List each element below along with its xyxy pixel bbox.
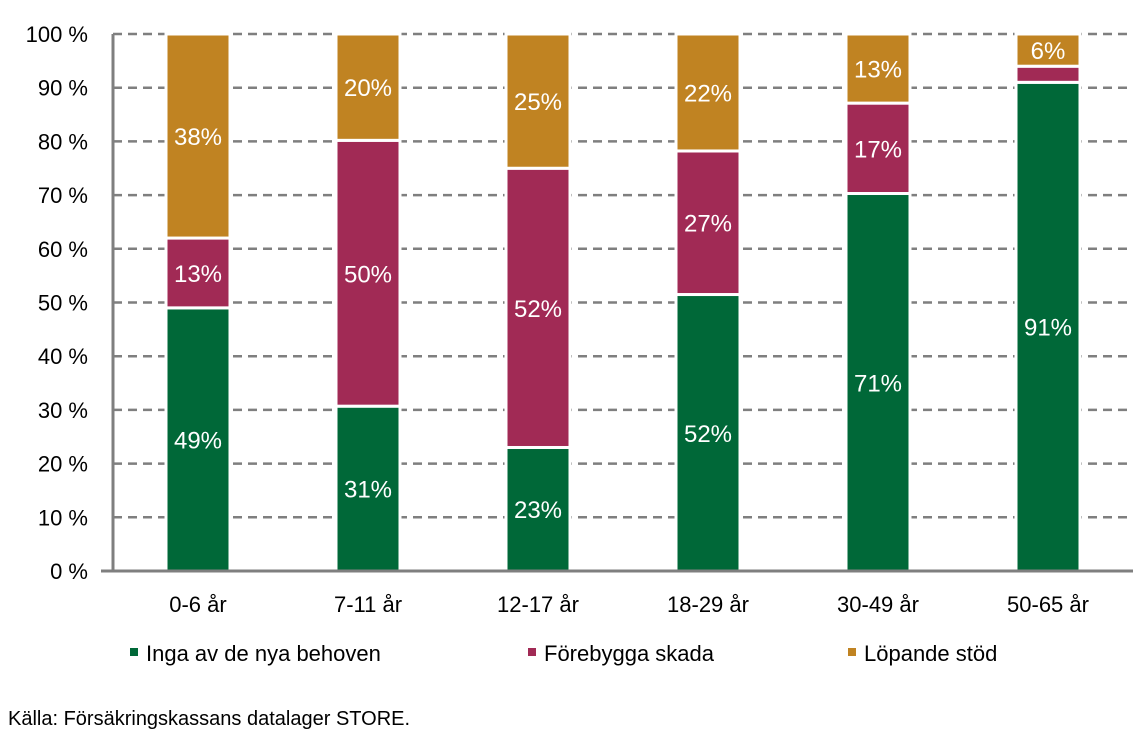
- y-tick-label: 10 %: [38, 505, 88, 530]
- bar-segment: [504, 166, 572, 449]
- axes: [101, 34, 1133, 573]
- data-label: 17%: [854, 136, 902, 163]
- data-label: 71%: [854, 370, 902, 397]
- data-label: 91%: [1024, 315, 1072, 342]
- x-tick-label: 18-29 år: [667, 592, 749, 617]
- x-tick-label: 7-11 år: [334, 592, 402, 617]
- bars: 49% 13% 38% 31% 50% 20% 23% 52% 25% 52% 27% 22% 71% 1…: [164, 32, 1082, 573]
- legend-item: Löpande stöd: [848, 641, 997, 666]
- y-tick-label: 50 %: [38, 291, 88, 316]
- bar-stack: 91% 6%: [1014, 32, 1082, 573]
- bar-segment: [844, 101, 912, 196]
- data-label: 13%: [174, 261, 222, 288]
- bar-segment: [334, 138, 402, 408]
- gridlines: [113, 32, 1133, 519]
- bar-stack: 52% 27% 22%: [674, 32, 742, 573]
- data-label: 23%: [514, 497, 562, 524]
- bar-stack: 31% 50% 20%: [334, 32, 402, 573]
- legend-label: Förebygga skada: [544, 641, 715, 666]
- y-tick-label: 20 %: [38, 452, 88, 477]
- legend-item: Förebygga skada: [528, 641, 715, 666]
- data-label: 52%: [514, 296, 562, 323]
- y-tick-label: 30 %: [38, 398, 88, 423]
- data-label: 22%: [684, 80, 732, 107]
- y-tick-label: 60 %: [38, 237, 88, 262]
- legend-label: Inga av de nya behoven: [146, 641, 381, 666]
- bar-stack: 23% 52% 25%: [504, 32, 572, 573]
- bar-segment: [1014, 32, 1082, 68]
- bar-stack: 49% 13% 38%: [164, 32, 232, 573]
- bar-segment: [334, 32, 402, 142]
- x-tick-label: 0-6 år: [169, 592, 226, 617]
- y-tick-label: 90 %: [38, 76, 88, 101]
- y-axis-ticks: 0 % 10 % 20 % 30 % 40 % 50 % 60 % 70 % 80 % 90 % 1…: [26, 22, 88, 584]
- y-tick-label: 80 %: [38, 129, 88, 154]
- legend-swatch: [528, 648, 536, 656]
- x-tick-label: 30-49 år: [837, 592, 919, 617]
- x-axis-ticks: 0-6 år 7-11 år 12-17 år 18-29 år 30-49 år 50-…: [169, 592, 1089, 617]
- bar-segment: [164, 306, 232, 573]
- data-label: 13%: [854, 57, 902, 84]
- x-tick-label: 12-17 år: [497, 592, 579, 617]
- bar-stack: 71% 17% 13%: [844, 32, 912, 573]
- data-label: 49%: [174, 427, 222, 454]
- data-label: 50%: [344, 261, 392, 288]
- bar-segment: [334, 404, 402, 573]
- data-label: 27%: [684, 211, 732, 238]
- bar-segment: [504, 445, 572, 573]
- legend-swatch: [130, 648, 138, 656]
- legend-label: Löpande stöd: [864, 641, 997, 666]
- data-label: 52%: [684, 421, 732, 448]
- data-label: 31%: [344, 477, 392, 504]
- bar-segment: [164, 32, 232, 240]
- y-tick-label: 40 %: [38, 344, 88, 369]
- bar-segment: [844, 192, 912, 573]
- legend: Inga av de nya behoven Förebygga skada Löp…: [130, 641, 997, 666]
- x-tick-label: 50-65 år: [1007, 592, 1089, 617]
- y-tick-label: 70 %: [38, 183, 88, 208]
- data-label: 25%: [514, 89, 562, 116]
- data-label: 20%: [344, 75, 392, 102]
- legend-swatch: [848, 648, 856, 656]
- bar-segment: [1014, 80, 1082, 573]
- data-label: 6%: [1031, 38, 1066, 65]
- bar-segment: [674, 149, 742, 297]
- bar-segment: [844, 32, 912, 105]
- y-tick-label: 100 %: [26, 22, 88, 47]
- legend-item: Inga av de nya behoven: [130, 641, 381, 666]
- data-label: 38%: [174, 124, 222, 151]
- bar-segment: [164, 236, 232, 310]
- bar-segment: [674, 32, 742, 153]
- bar-segment: [1014, 64, 1082, 84]
- y-tick-label: 0 %: [50, 559, 88, 584]
- source-note: Källa: Försäkringskassans datalager STOR…: [8, 708, 410, 730]
- bar-segment: [504, 32, 572, 170]
